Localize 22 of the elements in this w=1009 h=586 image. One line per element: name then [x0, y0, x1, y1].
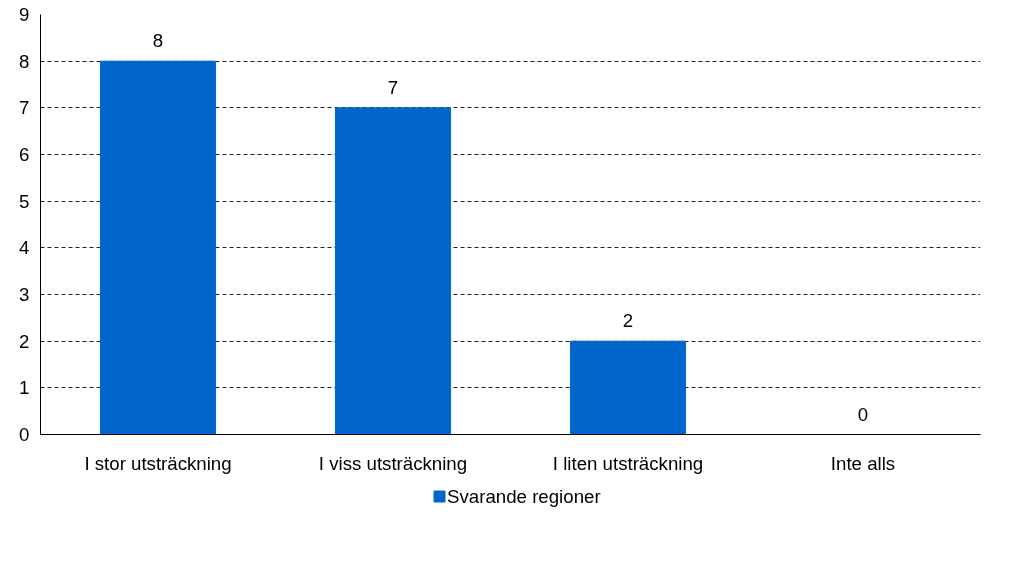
bar [99, 60, 217, 435]
y-tick-label: 5 [19, 190, 30, 212]
x-tick-label: I liten utsträckning [552, 452, 704, 474]
bar [334, 107, 452, 435]
legend-label: Svarande regioner [447, 486, 601, 507]
y-tick-label: 9 [19, 4, 30, 25]
y-tick-label: 6 [19, 144, 30, 165]
data-label: 7 [387, 76, 399, 98]
x-tick-label: I stor utsträckning [84, 452, 232, 474]
y-tick-label: 3 [19, 284, 30, 305]
data-label: 2 [622, 310, 634, 332]
y-tick-label: 0 [19, 424, 30, 445]
x-tick-label: I viss utsträckning [318, 452, 468, 474]
data-label: 8 [152, 30, 164, 52]
y-tick-label: 7 [19, 97, 30, 119]
data-label: 0 [857, 403, 869, 425]
bar [569, 340, 687, 435]
y-tick-label: 4 [19, 237, 30, 259]
y-tick-label: 2 [19, 330, 30, 352]
y-tick-label: 8 [19, 50, 30, 72]
x-tick-label: Inte alls [830, 452, 896, 474]
y-tick-label: 1 [19, 377, 30, 399]
